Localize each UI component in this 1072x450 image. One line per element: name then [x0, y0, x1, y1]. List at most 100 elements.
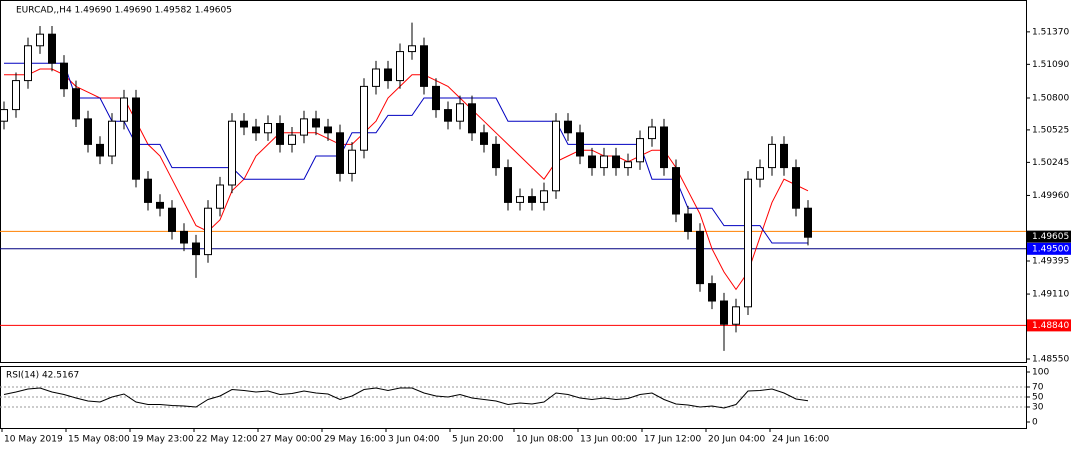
candle-body	[48, 33, 56, 64]
candle-body	[792, 167, 800, 209]
candle-body	[240, 120, 248, 128]
candle-body	[696, 230, 704, 285]
y-tick-label: 1.49110	[1032, 290, 1069, 300]
y-tick-label: 1.51370	[1032, 27, 1069, 37]
rsi-tick-label: 0	[1032, 418, 1038, 428]
candle-body	[348, 149, 356, 174]
candle-body	[204, 207, 212, 256]
candle-body	[372, 68, 380, 87]
price-label: 1.49500	[1032, 244, 1069, 254]
x-tick-label: 22 May 12:00	[196, 435, 258, 445]
candle-body	[108, 120, 116, 157]
candle-body	[408, 45, 416, 53]
candle-body	[576, 132, 584, 157]
candle-body	[504, 167, 512, 203]
rsi-line	[3, 387, 809, 409]
rsi-tick-label: 50	[1032, 393, 1044, 403]
candle-body	[660, 126, 668, 169]
candle-body	[684, 213, 692, 232]
rsi-tick-label: 100	[1032, 368, 1049, 378]
candle-body	[132, 97, 140, 180]
candle-body	[276, 123, 284, 145]
candle-body	[420, 45, 428, 87]
candle-body	[144, 178, 152, 203]
candle-body	[396, 51, 404, 82]
x-tick-label: 10 Jun 08:00	[516, 435, 573, 445]
candle-body	[60, 62, 68, 90]
candle-body	[336, 132, 344, 174]
price-label: 1.49605	[1032, 232, 1069, 242]
y-tick-label: 1.50525	[1032, 125, 1069, 135]
price-label-box	[1027, 230, 1071, 243]
candle-body	[228, 120, 236, 186]
x-tick-label: 20 Jun 04:00	[708, 435, 765, 445]
candle-body	[528, 196, 536, 203]
candle-body	[192, 242, 200, 256]
x-tick-label: 3 Jun 04:00	[388, 435, 440, 445]
candle-body	[732, 306, 740, 325]
candle-body	[216, 184, 224, 209]
x-tick-label: 29 May 16:00	[324, 435, 386, 445]
candle-body	[0, 109, 8, 122]
x-tick-label: 19 May 23:00	[132, 435, 194, 445]
candle-body	[804, 207, 812, 238]
rsi-label: RSI(14) 42.5167	[6, 371, 79, 381]
price-label-box	[1027, 242, 1071, 255]
candle-body	[360, 85, 368, 151]
candle-body	[552, 120, 560, 192]
x-tick-label: 24 Jun 16:00	[772, 435, 829, 445]
x-tick-label: 10 May 2019	[4, 435, 63, 445]
candle-body	[672, 167, 680, 215]
candle-body	[720, 300, 728, 325]
candle-body	[384, 68, 392, 82]
candle-body	[180, 230, 188, 244]
candle-body	[264, 123, 272, 134]
candle-body	[588, 155, 596, 169]
candle-body	[768, 143, 776, 169]
candle-body	[648, 126, 656, 140]
candle-body	[168, 207, 176, 232]
y-tick-label: 1.48550	[1032, 355, 1069, 365]
price-label-box	[1027, 319, 1071, 332]
candle-body	[780, 143, 788, 169]
candle-body	[492, 143, 500, 169]
candle-body	[636, 138, 644, 163]
y-tick-label: 1.50245	[1032, 158, 1069, 168]
y-tick-label: 1.50800	[1032, 93, 1069, 103]
candle-body	[156, 201, 164, 209]
candle-body	[288, 134, 296, 145]
y-tick-label: 1.51090	[1032, 60, 1069, 70]
candle-body	[744, 178, 752, 308]
candle-body	[564, 120, 572, 134]
y-tick-label: 1.49960	[1032, 191, 1069, 201]
candle-body	[708, 283, 716, 302]
rsi-tick-label: 70	[1032, 383, 1044, 393]
candle-body	[12, 80, 20, 111]
candle-body	[516, 196, 524, 203]
candle-body	[72, 88, 80, 120]
main-panel	[0, 0, 1027, 363]
rsi-tick-label: 30	[1032, 403, 1044, 413]
candle-body	[432, 85, 440, 111]
candle-body	[444, 109, 452, 122]
x-tick-label: 27 May 00:00	[260, 435, 322, 445]
candle-body	[120, 97, 128, 122]
candle-body	[312, 118, 320, 128]
candle-body	[36, 33, 44, 47]
price-label: 1.48840	[1032, 321, 1069, 331]
x-tick-label: 17 Jun 12:00	[644, 435, 701, 445]
candle-body	[600, 155, 608, 169]
x-tick-label: 13 Jun 00:00	[580, 435, 637, 445]
candle-body	[252, 126, 260, 134]
chart-title: EURCAD,,H4 1.49690 1.49690 1.49582 1.496…	[16, 6, 232, 16]
y-tick-label: 1.49395	[1032, 256, 1069, 266]
candle-body	[300, 118, 308, 136]
candle-body	[24, 45, 32, 82]
candle-body	[756, 167, 764, 180]
candle-body	[324, 126, 332, 134]
candle-body	[624, 161, 632, 169]
candle-body	[468, 103, 476, 134]
candle-body	[84, 118, 92, 145]
candle-body	[480, 132, 488, 145]
